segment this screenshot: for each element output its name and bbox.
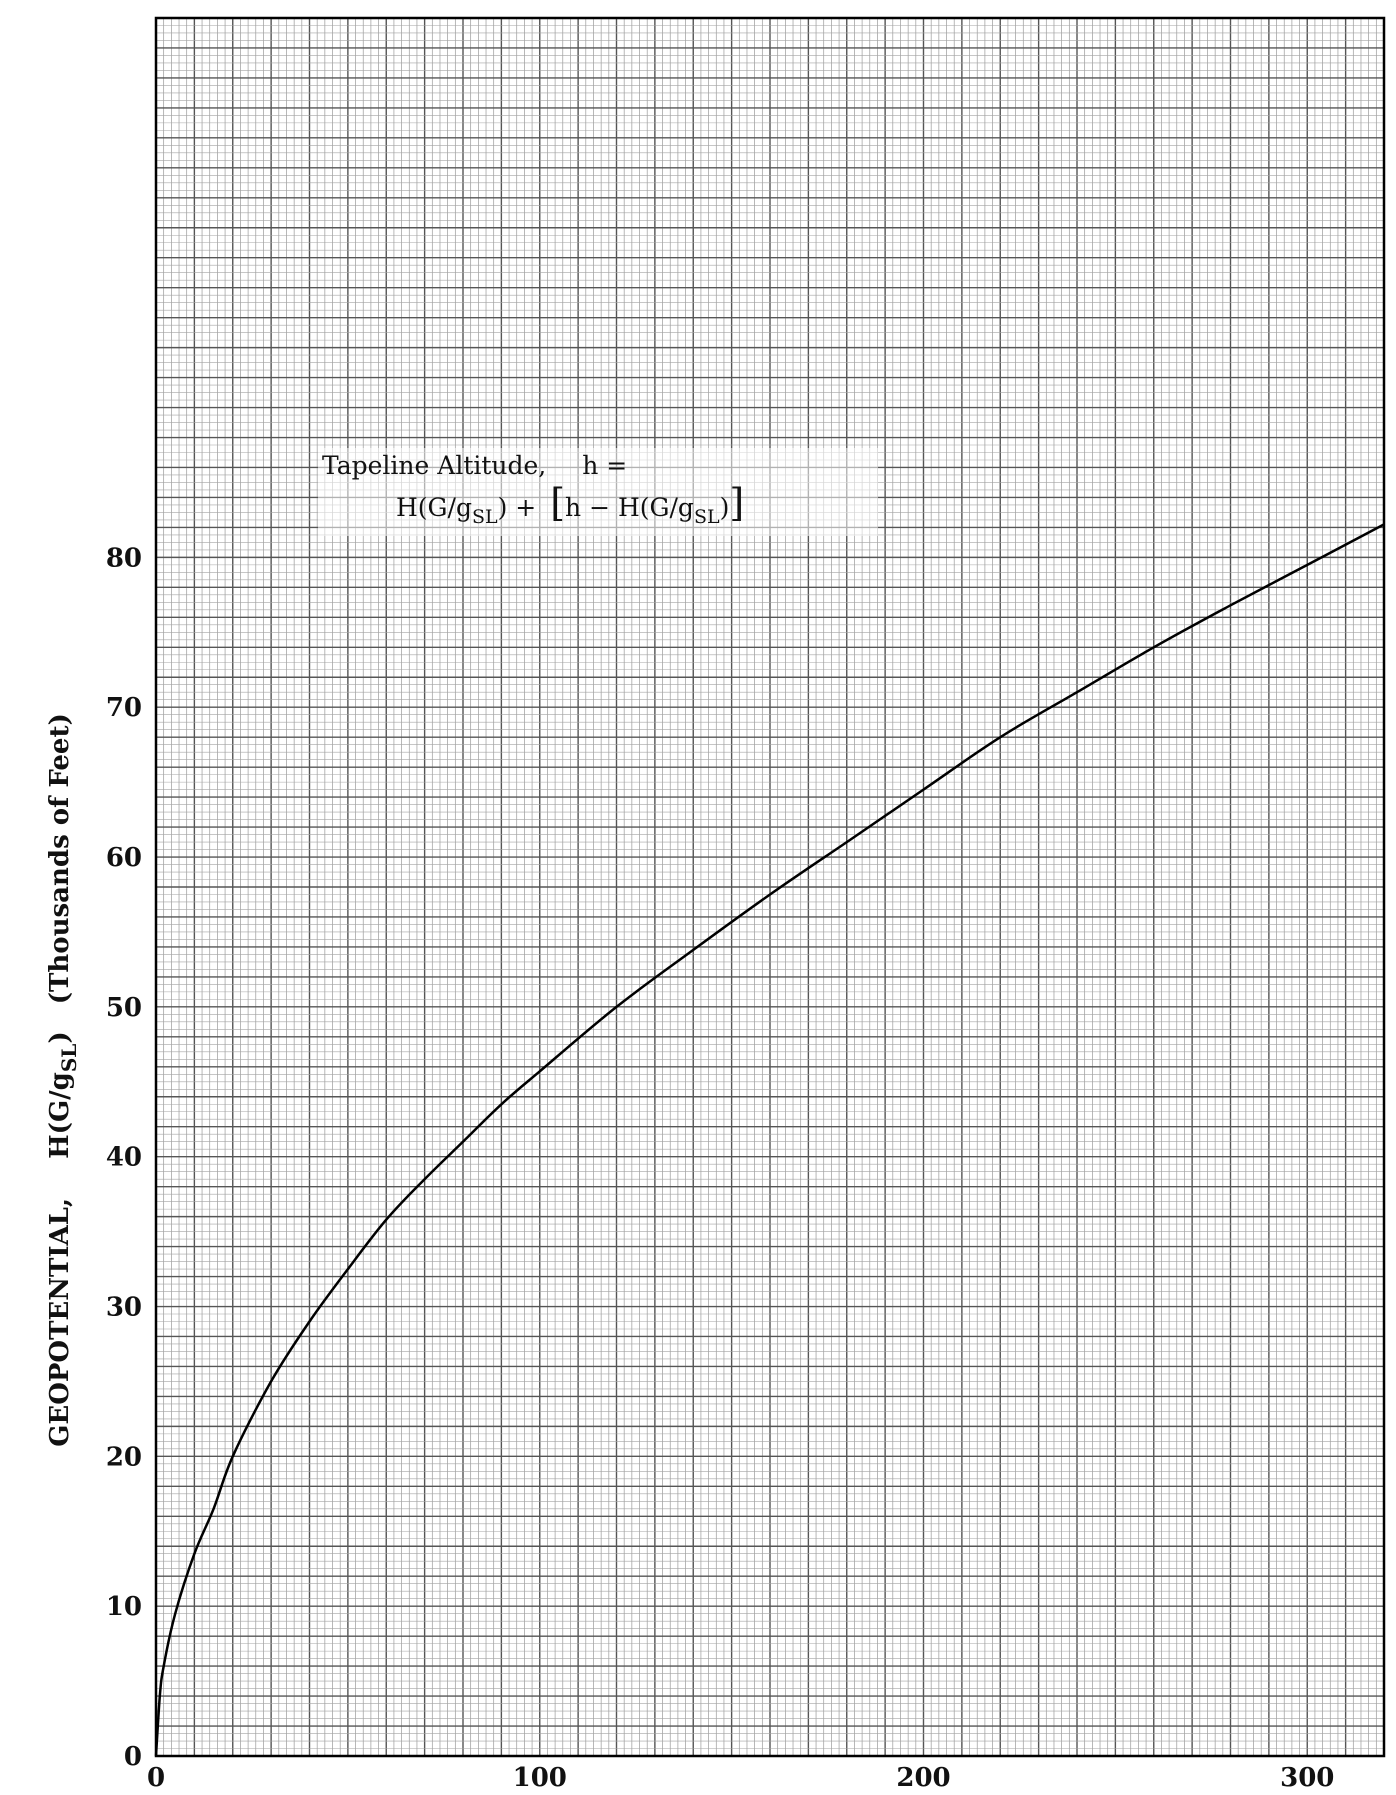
x-tick-label: 0 <box>147 1763 165 1793</box>
y-tick-label: 40 <box>106 1143 142 1173</box>
chart-grid <box>155 17 1385 1757</box>
x-tick-label: 300 <box>1280 1763 1334 1793</box>
y-tick-label: 0 <box>124 1742 142 1772</box>
x-tick-label: 100 <box>513 1763 567 1793</box>
annotation: Tapeline Altitude, h = H(G/gSL) + [h − H… <box>318 448 878 536</box>
plot-frame <box>154 16 1386 1758</box>
annotation-line-1: Tapeline Altitude, h = <box>322 451 627 480</box>
y-tick-labels: 0 10 20 30 40 50 60 70 80 <box>106 543 142 1772</box>
series-line <box>154 523 1385 1757</box>
y-tick-label: 10 <box>106 1592 142 1622</box>
annotation-line-2: H(G/gSL) + [h − H(G/gSL)] <box>396 481 744 528</box>
y-tick-label: 20 <box>106 1442 142 1472</box>
y-tick-label: 50 <box>106 993 142 1023</box>
y-tick-label: 30 <box>106 1293 142 1323</box>
x-tick-labels: 0 100 200 300 <box>147 1763 1334 1793</box>
x-tick-label: 200 <box>896 1763 950 1793</box>
y-tick-label: 70 <box>106 693 142 723</box>
y-axis-label: GEOPOTENTIAL, H(G/gSL) (Thousands of Fee… <box>45 713 81 1447</box>
y-tick-label: 80 <box>106 543 142 573</box>
y-tick-label: 60 <box>106 843 142 873</box>
